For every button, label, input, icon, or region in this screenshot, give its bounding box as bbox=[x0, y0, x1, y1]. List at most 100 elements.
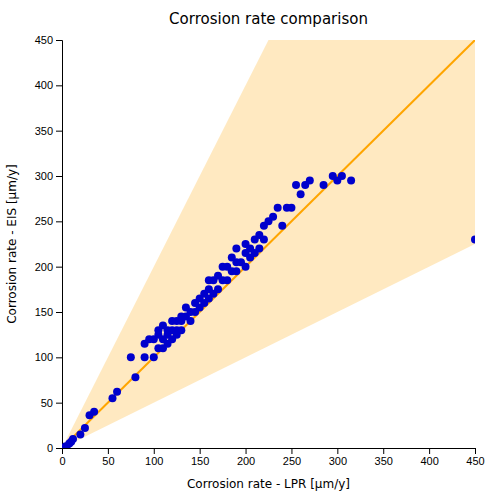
tick-mark bbox=[337, 448, 338, 454]
tick: 100 bbox=[35, 351, 62, 363]
tick: 400 bbox=[420, 448, 438, 467]
tick: 450 bbox=[35, 34, 62, 46]
tick: 50 bbox=[41, 397, 62, 409]
tick-mark bbox=[108, 448, 109, 454]
tick: 0 bbox=[59, 448, 65, 467]
tick-mark bbox=[56, 312, 62, 313]
point bbox=[278, 222, 286, 230]
points bbox=[62, 172, 475, 448]
tick-mark bbox=[56, 176, 62, 177]
point bbox=[260, 235, 268, 243]
tick-mark bbox=[56, 357, 62, 358]
point bbox=[177, 326, 185, 334]
x-axis: 0 50 100 150 200 250 300 350 400 450 bbox=[59, 448, 484, 467]
point bbox=[274, 204, 282, 212]
point bbox=[141, 353, 149, 361]
point bbox=[113, 388, 121, 396]
tick: 0 bbox=[47, 442, 62, 454]
tick-label: 200 bbox=[35, 261, 53, 273]
axis-line bbox=[63, 449, 476, 455]
point bbox=[90, 408, 98, 416]
tick-label: 150 bbox=[191, 455, 209, 467]
tick: 200 bbox=[237, 448, 255, 467]
tick: 100 bbox=[145, 448, 163, 467]
tick: 50 bbox=[102, 448, 114, 467]
point bbox=[287, 204, 295, 212]
tick: 300 bbox=[329, 448, 347, 467]
tick: 150 bbox=[191, 448, 209, 467]
tick: 350 bbox=[375, 448, 393, 467]
line bbox=[62, 40, 475, 448]
tick-mark bbox=[154, 448, 155, 454]
x-axis-title: Corrosion rate - LPR [μm/y] bbox=[187, 477, 350, 491]
tick-label: 150 bbox=[35, 306, 53, 318]
plot-area: 0 50 100 150 200 250 300 350 400 450 0 50 100 150 200 2… bbox=[35, 34, 485, 467]
tick-mark bbox=[56, 221, 62, 222]
tick-label: 0 bbox=[47, 442, 53, 454]
tick-mark bbox=[383, 448, 384, 454]
point bbox=[338, 172, 346, 180]
point bbox=[150, 353, 158, 361]
point bbox=[255, 245, 263, 253]
tick-mark bbox=[56, 131, 62, 132]
tick: 150 bbox=[35, 306, 62, 318]
tick-mark bbox=[56, 40, 62, 41]
tick-label: 350 bbox=[375, 455, 393, 467]
point bbox=[306, 177, 314, 185]
tick-label: 250 bbox=[35, 215, 53, 227]
title: Corrosion rate comparison bbox=[169, 10, 368, 28]
tick-mark bbox=[475, 448, 476, 454]
tick-label: 100 bbox=[35, 351, 53, 363]
tick-label: 350 bbox=[35, 125, 53, 137]
tick-label: 250 bbox=[283, 455, 301, 467]
tick-label: 450 bbox=[466, 455, 484, 467]
axis-line bbox=[56, 41, 63, 449]
point bbox=[320, 181, 328, 189]
tick-label: 400 bbox=[35, 79, 53, 91]
tick: 450 bbox=[466, 448, 484, 467]
point bbox=[232, 245, 240, 253]
tick-label: 50 bbox=[102, 455, 114, 467]
point bbox=[347, 177, 355, 185]
band bbox=[62, 40, 475, 448]
point bbox=[242, 263, 250, 271]
point bbox=[471, 235, 475, 243]
tick: 300 bbox=[35, 170, 62, 182]
tick-mark bbox=[56, 448, 62, 449]
point bbox=[127, 353, 135, 361]
tick-mark bbox=[56, 267, 62, 268]
tick-label: 50 bbox=[41, 397, 53, 409]
tick: 400 bbox=[35, 79, 62, 91]
tick-label: 100 bbox=[145, 455, 163, 467]
tick: 250 bbox=[35, 215, 62, 227]
tick-mark bbox=[429, 448, 430, 454]
point bbox=[214, 285, 222, 293]
tick: 200 bbox=[35, 261, 62, 273]
tick-label: 400 bbox=[420, 455, 438, 467]
tick-label: 200 bbox=[237, 455, 255, 467]
chart-container: 0 50 100 150 200 250 300 350 400 450 0 50 100 150 200 2… bbox=[0, 0, 500, 500]
point bbox=[223, 276, 231, 284]
point bbox=[292, 181, 300, 189]
point bbox=[69, 435, 77, 443]
y-axis-title: Corrosion rate - EIS [μm/y] bbox=[5, 164, 19, 324]
tick-mark bbox=[200, 448, 201, 454]
tick: 250 bbox=[283, 448, 301, 467]
tick-label: 450 bbox=[35, 34, 53, 46]
marks bbox=[62, 40, 475, 448]
tick-mark bbox=[56, 85, 62, 86]
tick-mark bbox=[56, 403, 62, 404]
point bbox=[81, 424, 89, 432]
tick-label: 0 bbox=[59, 455, 65, 467]
y-axis: 0 50 100 150 200 250 300 350 400 450 bbox=[35, 34, 63, 454]
chart: 0 50 100 150 200 250 300 350 400 450 0 50 100 150 200 2… bbox=[0, 0, 500, 500]
tick: 350 bbox=[35, 125, 62, 137]
point bbox=[269, 213, 277, 221]
point bbox=[186, 317, 194, 325]
tick-label: 300 bbox=[329, 455, 347, 467]
point bbox=[232, 267, 240, 275]
tick-mark bbox=[291, 448, 292, 454]
point bbox=[297, 190, 305, 198]
tick-label: 300 bbox=[35, 170, 53, 182]
point bbox=[131, 373, 139, 381]
